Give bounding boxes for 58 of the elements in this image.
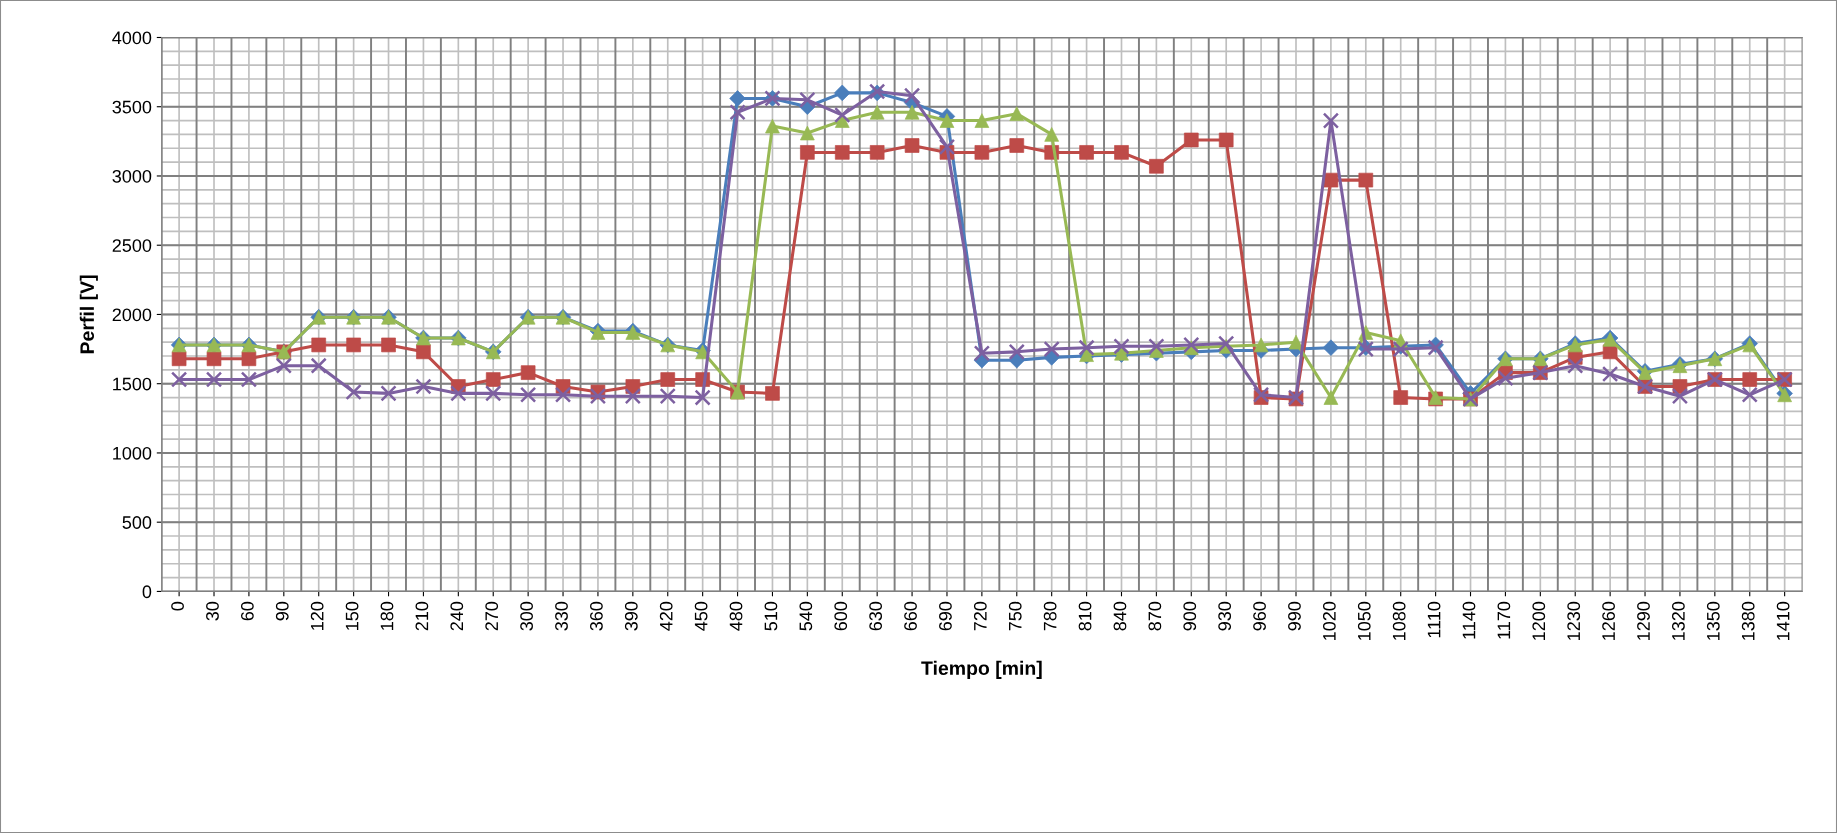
x-tick-label: 210 <box>415 601 429 631</box>
y-tick-label: 2500 <box>112 239 152 252</box>
x-tick-label: 1050 <box>1357 601 1371 640</box>
x-tick-label: 180 <box>380 601 394 630</box>
x-tick-label: 900 <box>1183 601 1197 631</box>
x-tick-label: 840 <box>1113 601 1127 631</box>
y-tick-label: 1500 <box>113 377 152 391</box>
x-tick-label: 930 <box>1218 601 1232 631</box>
x-tick-label: 960 <box>1253 601 1266 631</box>
x-tick-label: 690 <box>939 601 952 631</box>
y-tick-label: 500 <box>122 516 152 529</box>
x-tick-label: 1110 <box>1427 601 1441 638</box>
x-tick-label: 1260 <box>1602 601 1615 640</box>
x-tick-label: 1200 <box>1532 601 1546 640</box>
x-tick-label: 1080 <box>1392 601 1406 640</box>
x-tick-label: 1320 <box>1672 601 1685 640</box>
x-tick-label: 1230 <box>1567 601 1581 640</box>
x-tick-label: 120 <box>310 601 324 630</box>
y-tick-label: 3500 <box>112 100 152 114</box>
y-tick-label: 3000 <box>112 169 152 183</box>
x-tick-label: 630 <box>869 601 883 631</box>
x-tick-label: 390 <box>624 601 638 631</box>
x-tick-label: 540 <box>799 601 813 631</box>
x-tick-label: 720 <box>973 601 987 631</box>
x-tick-label: 510 <box>764 601 778 631</box>
x-tick-label: 480 <box>729 601 743 631</box>
x-tick-label: 870 <box>1148 601 1162 631</box>
y-tick-label: 4000 <box>112 31 152 45</box>
x-tick-label: 1350 <box>1706 601 1720 640</box>
x-tick-label: 360 <box>590 601 603 631</box>
x-tick-label: 600 <box>834 601 848 631</box>
y-axis-title: Perfil [V] <box>79 275 98 354</box>
x-axis-title: Tiempo [min] <box>921 660 1042 679</box>
x-tick-label: 0 <box>171 601 184 611</box>
x-tick-label: 1170 <box>1497 601 1511 639</box>
x-tick-label: 1020 <box>1322 601 1336 640</box>
x-tick-label: 780 <box>1043 601 1057 631</box>
x-tick-label: 1140 <box>1462 601 1476 639</box>
y-tick-label: 0 <box>142 585 152 599</box>
x-tick-label: 60 <box>240 601 254 621</box>
x-tick-label: 990 <box>1288 601 1301 631</box>
x-tick-label: 270 <box>485 601 499 631</box>
x-tick-label: 30 <box>206 601 219 621</box>
x-tick-label: 90 <box>275 601 289 621</box>
x-tick-label: 1380 <box>1741 601 1755 640</box>
x-tick-label: 810 <box>1078 601 1092 631</box>
x-tick-label: 750 <box>1008 601 1022 631</box>
y-tick-label: 2000 <box>112 308 152 322</box>
y-tick-label: 1000 <box>113 446 152 460</box>
x-tick-label: 300 <box>520 601 533 631</box>
x-tick-label: 660 <box>904 601 917 631</box>
x-tick-label: 420 <box>659 601 673 631</box>
x-tick-label: 150 <box>345 601 359 630</box>
x-tick-label: 450 <box>694 601 708 631</box>
x-tick-label: 330 <box>555 601 568 631</box>
x-tick-label: 1410 <box>1776 601 1790 640</box>
x-tick-label: 240 <box>450 601 464 631</box>
x-tick-label: 1290 <box>1637 601 1650 640</box>
